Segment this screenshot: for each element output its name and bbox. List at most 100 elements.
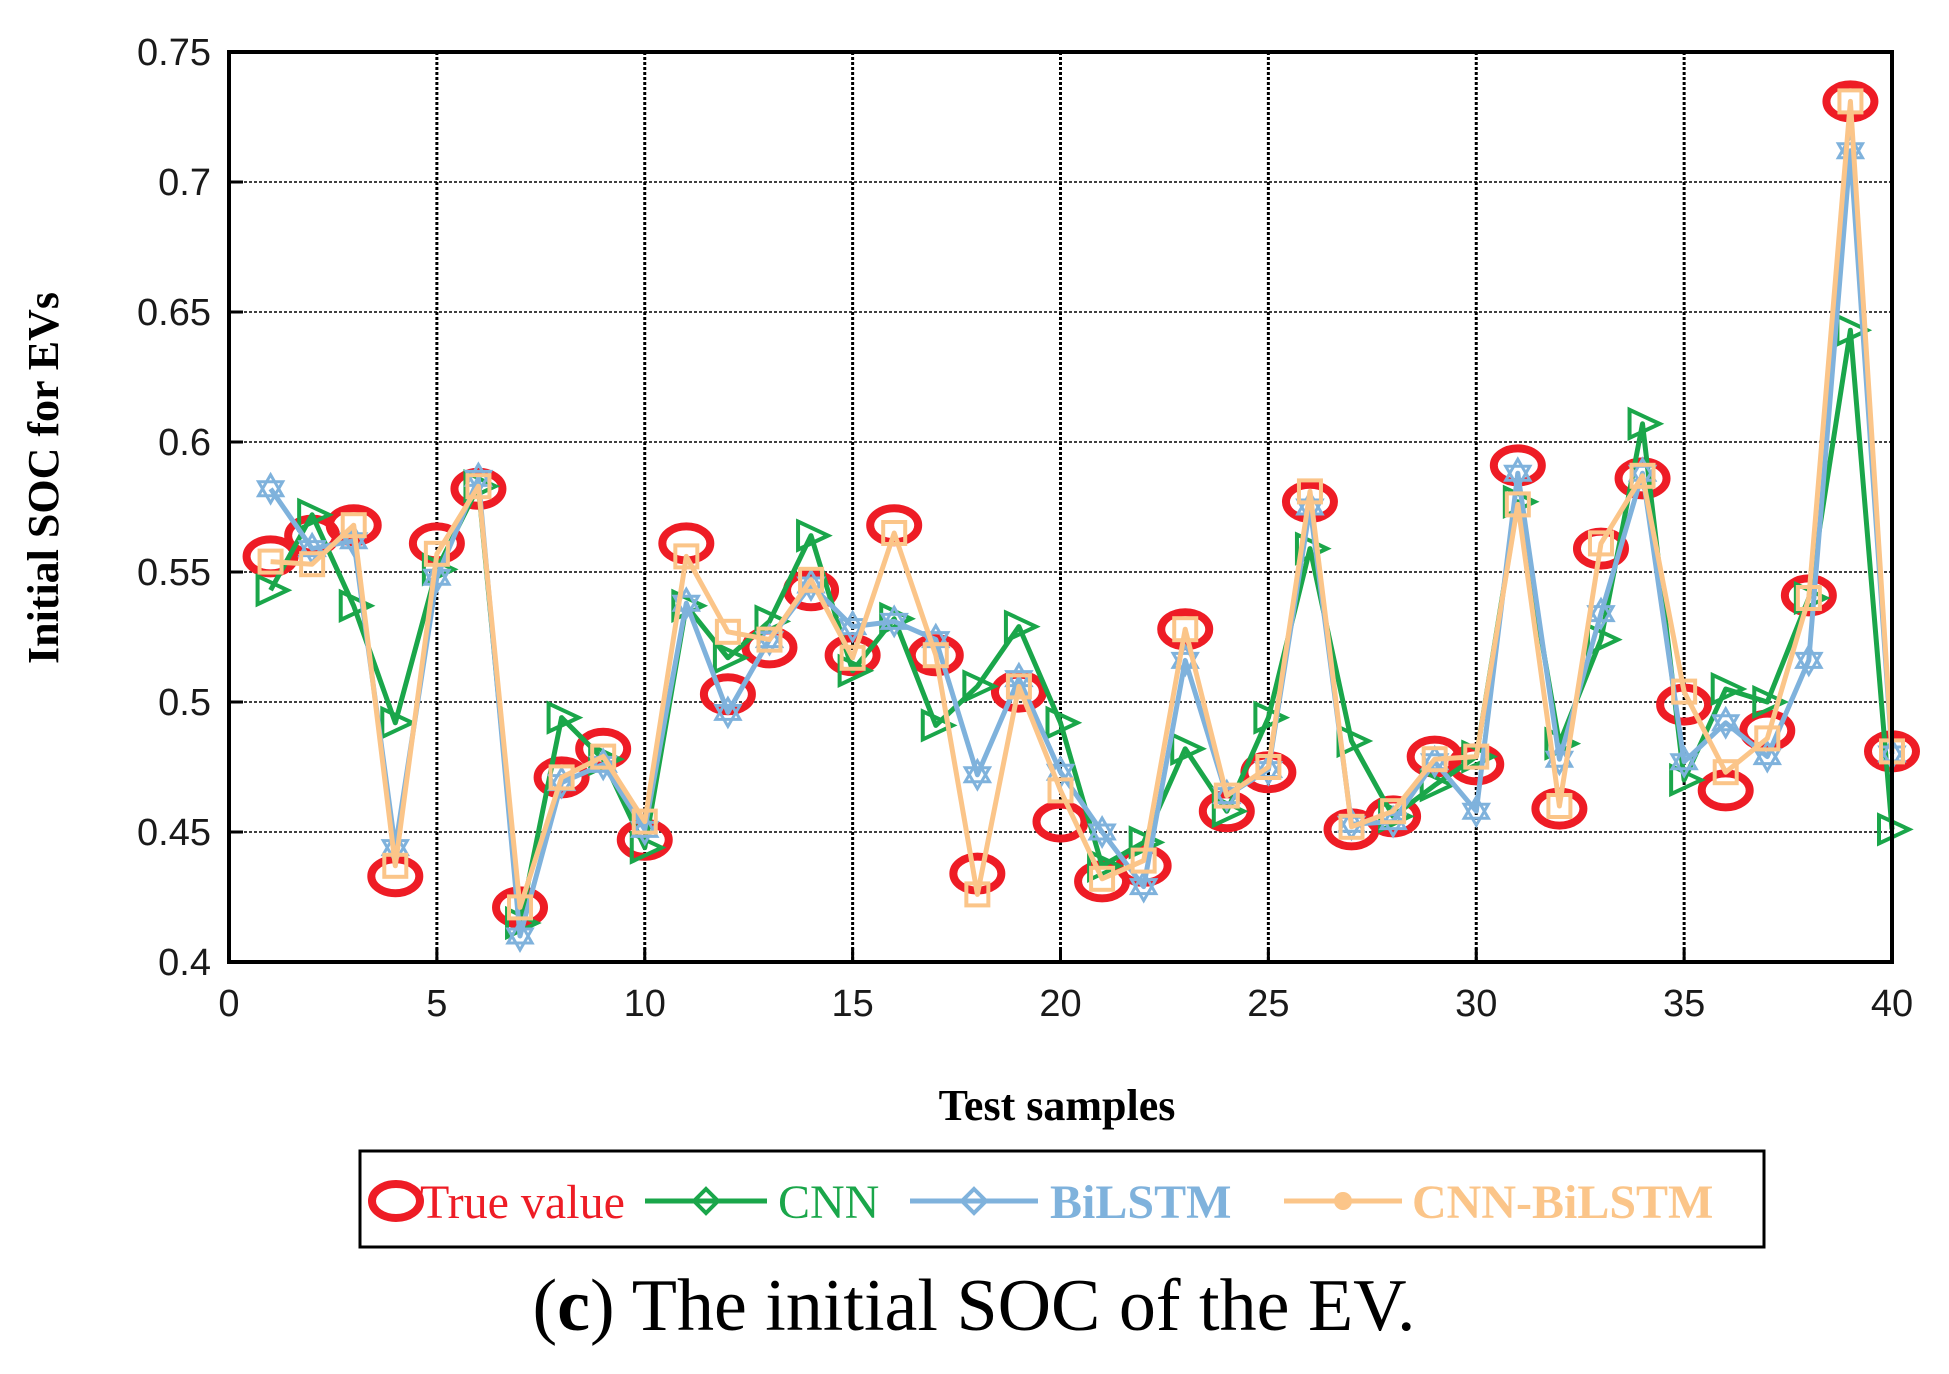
bilstm-point (879, 612, 909, 639)
bilstm-point (1128, 878, 1159, 904)
cnn-bilstm-point (673, 543, 700, 570)
caption-text: ) The initial SOC of the EV. (590, 1265, 1416, 1347)
cnn-bilstm-point (1047, 777, 1074, 804)
x-tick-label: 0 (218, 983, 239, 1025)
cnn-point (1253, 700, 1291, 735)
y-tick-label: 0.6 (158, 422, 211, 464)
y-axis-label: Initial SOC for EVs (19, 292, 68, 664)
cnn-point (1710, 671, 1748, 707)
cnn-point (712, 640, 750, 675)
bilstm-point (1794, 651, 1824, 678)
true-value-point (1032, 800, 1089, 843)
bilstm-point (1711, 714, 1741, 740)
cnn-bilstm-point (1754, 725, 1781, 752)
cnn-bilstm-point (964, 881, 991, 908)
bilstm-point (1004, 670, 1034, 696)
cnn-point (920, 708, 958, 743)
bilstm-point (629, 812, 660, 838)
cnn-bilstm-point (1338, 813, 1365, 840)
legend-label-cnn-bilstm: CNN-BiLSTM (1412, 1176, 1713, 1229)
bilstm-point (1128, 869, 1159, 896)
y-tick-label: 0.4 (158, 942, 211, 984)
legend-marker-true-value (368, 1180, 424, 1222)
cnn-bilstm-point (1172, 616, 1199, 643)
x-axis-label: Test samples (939, 1081, 1176, 1130)
bilstm-point (1378, 804, 1408, 831)
bilstm-point (505, 927, 535, 954)
cnn-bilstm-point (299, 551, 326, 578)
cnn-point (1419, 768, 1457, 803)
bilstm-point (422, 560, 452, 586)
caption-prefix: ( (532, 1265, 557, 1347)
legend-box (358, 1149, 1766, 1249)
cnn-bilstm-point (1795, 585, 1822, 611)
bilstm-point (837, 618, 868, 644)
bilstm-point (380, 839, 410, 865)
legend-marker-cnn-bilstm (1334, 1192, 1352, 1210)
cnn-bilstm-point (1089, 865, 1116, 892)
x-tick-label: 35 (1663, 983, 1705, 1025)
x-tick-label: 25 (1247, 983, 1289, 1025)
cnn-bilstm-point (1380, 798, 1407, 825)
cnn-line (268, 327, 1895, 926)
cnn-bilstm-point (1296, 478, 1323, 505)
bilstm-point (1669, 753, 1699, 779)
cnn-point (380, 705, 418, 740)
cnn-bilstm-point (631, 808, 658, 835)
cnn-point (1045, 705, 1083, 740)
bilstm-point (1336, 807, 1367, 833)
cnn-point (297, 497, 334, 532)
cnn-point (1170, 731, 1207, 766)
cnn-point (255, 573, 293, 608)
series-cnn-bilstm (257, 88, 1905, 921)
cnn-bilstm-point (1463, 743, 1490, 770)
true-value-point (1697, 769, 1754, 812)
bilstm-point (505, 918, 535, 945)
cnn-point (1752, 684, 1790, 720)
bilstm-point (1794, 643, 1824, 669)
bilstm-point (1669, 744, 1699, 771)
cnn-bilstm-point (1005, 673, 1032, 700)
bilstm-point (1378, 813, 1408, 839)
series-layer (242, 80, 1920, 954)
cnn-point (796, 518, 833, 553)
cnn-bilstm-point (1130, 847, 1157, 874)
x-tick-label: 30 (1455, 983, 1497, 1025)
cnn-bilstm-point (590, 743, 617, 770)
cnn-bilstm-point (1671, 678, 1698, 705)
cnn-bilstm-point (1421, 746, 1448, 773)
legend-label-cnn: CNN (778, 1176, 879, 1229)
x-tick-label: 40 (1871, 983, 1913, 1025)
cnn-point (962, 669, 1000, 704)
legend-marker-bilstm (959, 1186, 989, 1216)
cnn-bilstm-point (507, 894, 534, 921)
y-tick-label: 0.55 (137, 552, 211, 594)
bilstm-point (879, 604, 909, 630)
cnn-bilstm-point (1504, 491, 1531, 518)
bilstm-point (1461, 794, 1491, 820)
x-tick-label: 20 (1039, 983, 1081, 1025)
legend-marker-cnn (691, 1186, 721, 1216)
cnn-bilstm-line (270, 98, 1895, 910)
cnn-bilstm-point (881, 520, 908, 546)
bilstm-point (255, 471, 286, 498)
bilstm-point (1711, 705, 1741, 732)
bilstm-point (1503, 464, 1533, 491)
cnn-bilstm-point (382, 852, 409, 879)
bilstm-point (1586, 605, 1616, 631)
cnn-point (1003, 609, 1041, 644)
x-tick-label: 5 (426, 983, 447, 1025)
bilstm-point (463, 469, 494, 496)
bilstm-point (1461, 802, 1491, 829)
cnn-bilstm-point (1712, 759, 1739, 786)
bilstm-point (1586, 596, 1616, 623)
x-tick-label: 10 (624, 983, 666, 1025)
y-tick-label: 0.7 (158, 162, 211, 204)
bilstm-point (1752, 739, 1782, 766)
cnn-bilstm-point (548, 764, 575, 791)
cnn-point (1627, 406, 1665, 441)
cnn-bilstm-point (798, 566, 825, 593)
cnn-bilstm-point (1213, 782, 1240, 809)
bilstm-point (297, 531, 327, 558)
